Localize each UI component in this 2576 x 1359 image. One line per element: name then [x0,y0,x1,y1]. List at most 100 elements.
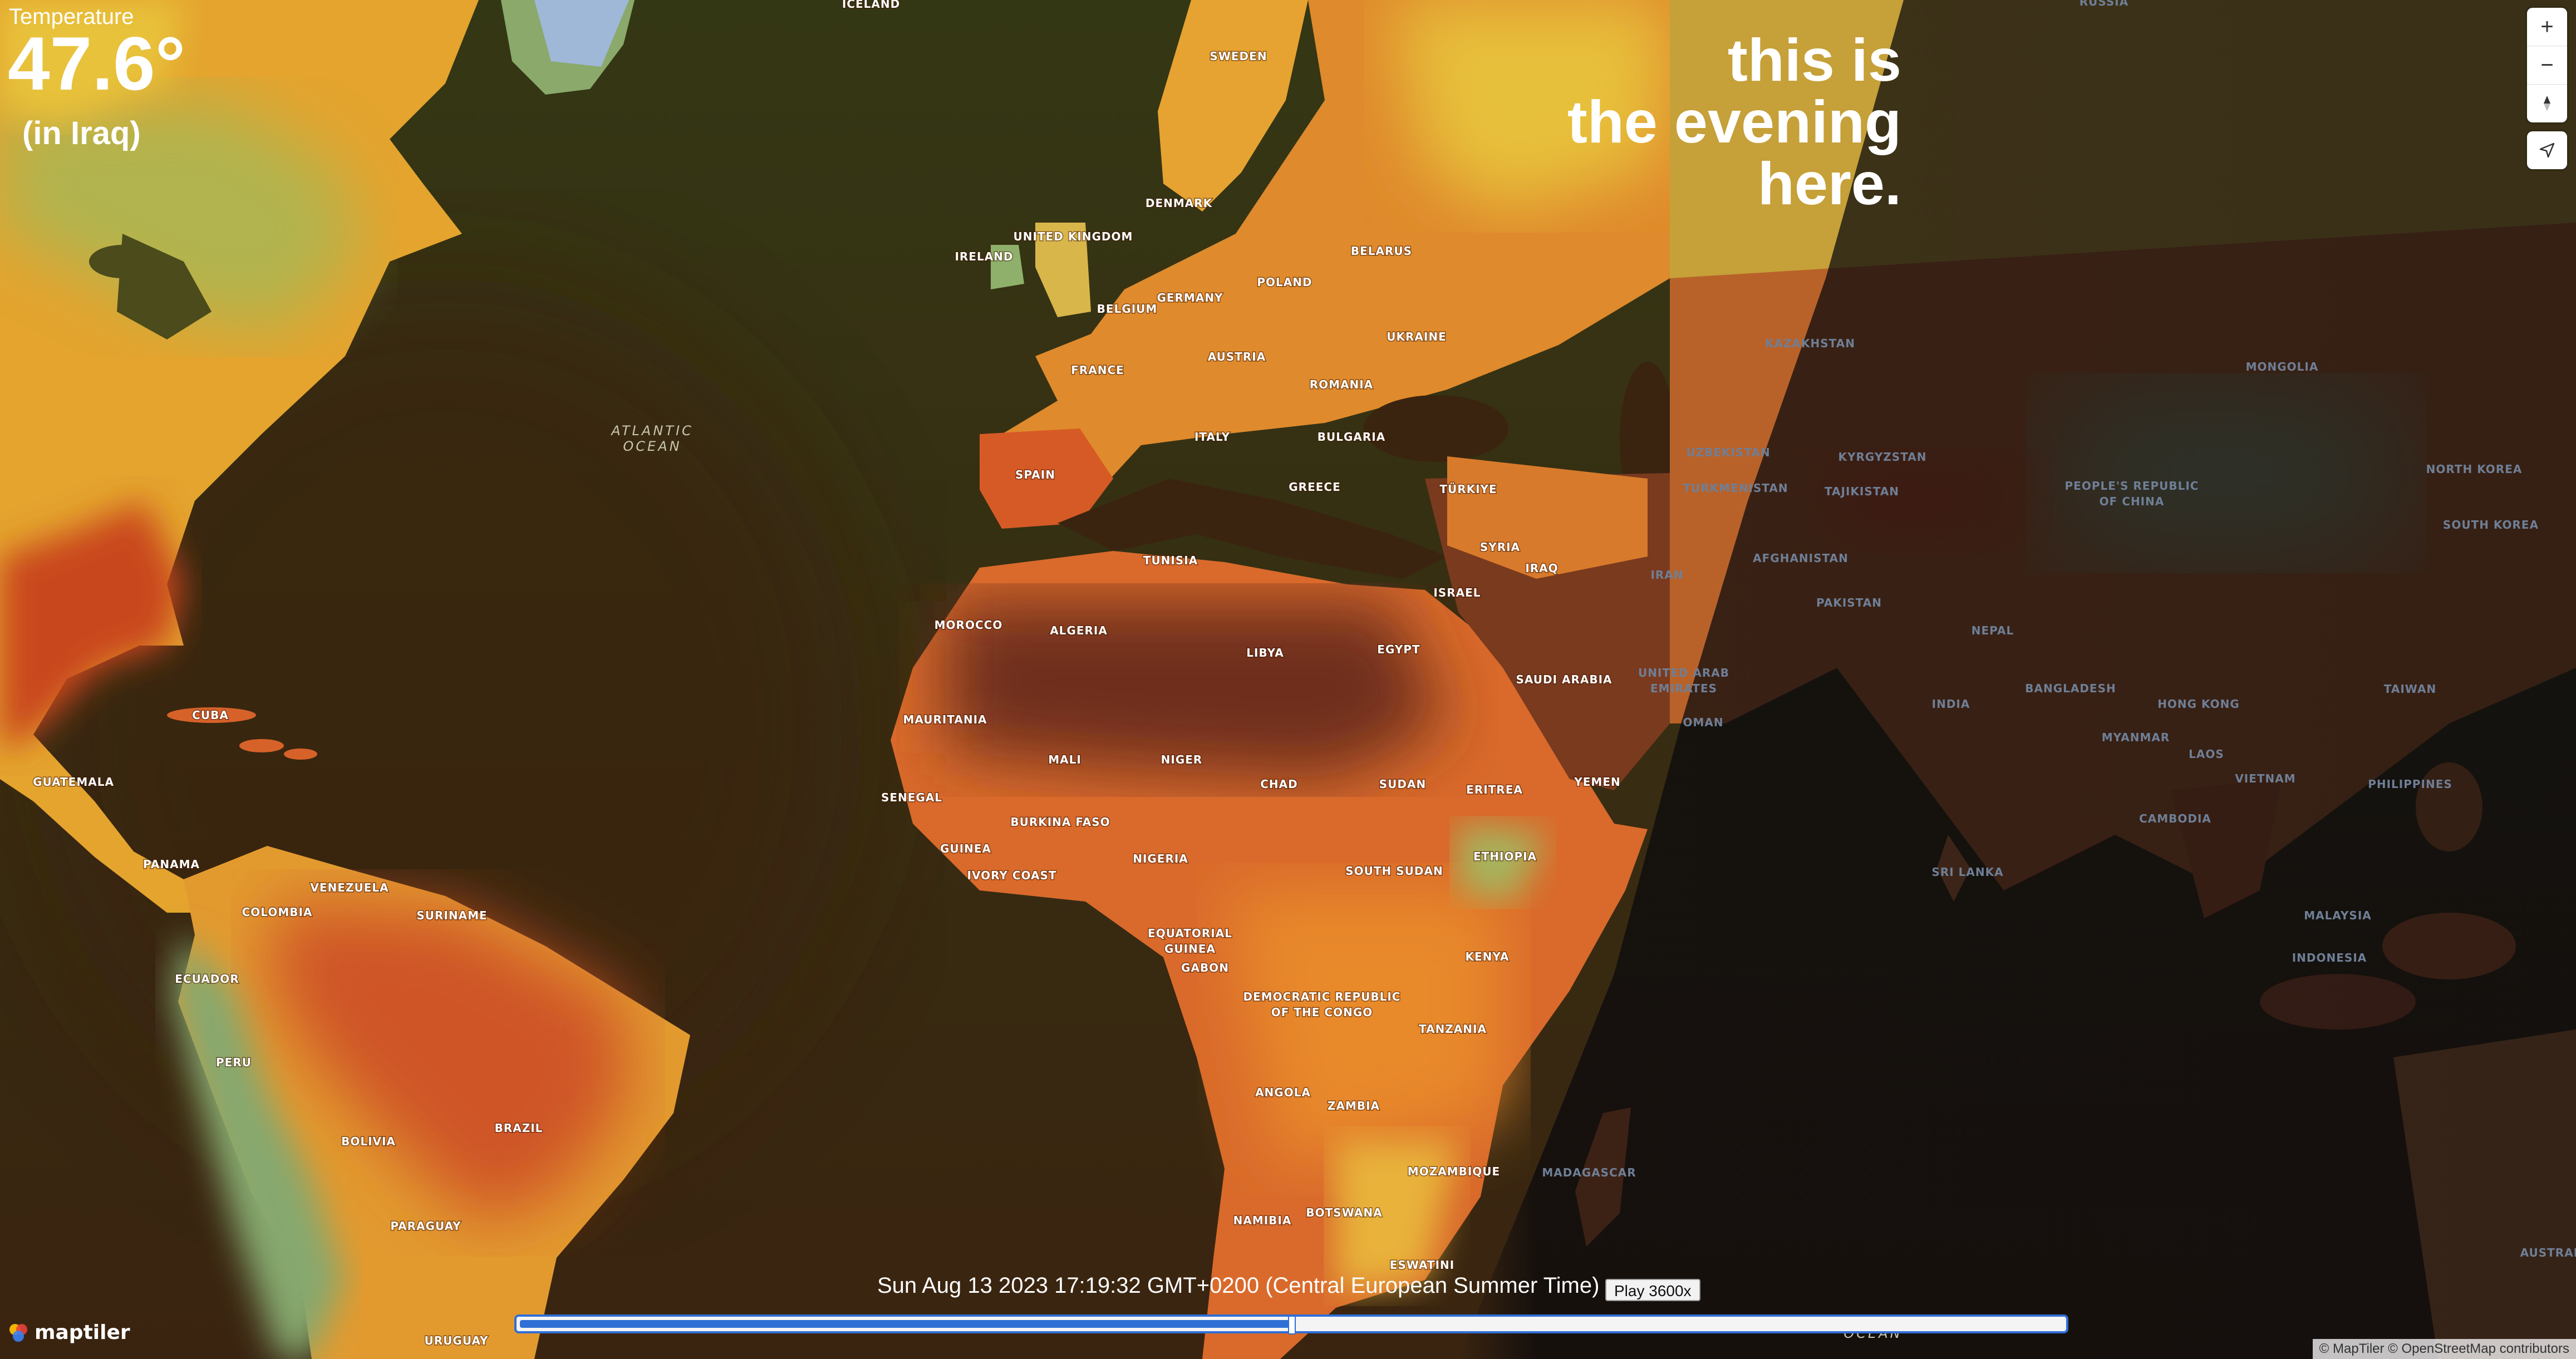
country-label: BRAZIL [495,1121,543,1135]
country-label: PEOPLE'S REPUBLIC OF CHINA [2065,479,2199,508]
landmass-north-america [0,0,479,913]
country-label: MALI [1048,753,1081,766]
country-label: BELGIUM [1097,302,1158,316]
maptiler-logo-icon [9,1323,27,1342]
logo-text: maptiler [35,1321,130,1344]
country-label: IVORY COAST [967,869,1057,882]
country-label: ANGOLA [1255,1086,1311,1099]
compass-icon [2544,96,2550,111]
map-attribution[interactable]: © MapTiler © OpenStreetMap contributors [2312,1339,2576,1359]
ocean-label: ATLANTIC OCEAN [610,423,694,454]
country-label: SAUDI ARABIA [1516,673,1612,686]
country-label: UNITED ARAB EMIRATES [1638,666,1729,695]
country-label: PHILIPPINES [2368,777,2452,791]
country-label: TUNISIA [1143,554,1198,567]
landmass-south-america [173,846,690,1359]
country-label: TAJIKISTAN [1825,485,1899,498]
country-label: CAMBODIA [2139,812,2211,825]
country-label: KENYA [1466,950,1510,963]
country-label: ESWATINI [1390,1258,1454,1272]
country-label: MYANMAR [2102,731,2170,744]
geolocate-button[interactable] [2527,131,2567,169]
country-label: BURKINA FASO [1010,815,1110,829]
country-label: BULGARIA [1318,430,1385,444]
timeline-progress [520,1320,1291,1328]
country-label: ROMANIA [1310,378,1373,391]
night-shadow-overlay [1458,0,2576,1359]
timeline-thumb[interactable] [1288,1316,1296,1335]
country-label: SYRIA [1480,540,1520,554]
country-label: COLOMBIA [242,905,313,919]
country-label: KYRGYZSTAN [1838,450,1926,464]
caribbean-islands [167,707,317,760]
country-label: SOUTH KOREA [2443,518,2539,531]
country-label: EGYPT [1377,643,1420,656]
temperature-location: (in Iraq) [22,115,141,151]
country-label: IRAN [1650,568,1683,582]
country-label: MAURITANIA [903,713,987,726]
country-label: TÜRKIYE [1439,482,1497,496]
country-label: NIGERIA [1133,852,1188,865]
country-label: UKRAINE [1387,330,1446,343]
maptiler-logo[interactable]: maptiler [8,1321,130,1344]
country-label: MOROCCO [935,618,1003,632]
country-label: AUSTRALIA [2520,1246,2576,1259]
country-label: ICELAND [842,0,900,11]
timeline-slider[interactable] [514,1314,2068,1335]
compass-button[interactable] [2527,85,2567,122]
country-label: PARAGUAY [390,1219,461,1233]
plus-icon: + [2540,14,2554,39]
country-label: MOZAMBIQUE [1408,1165,1500,1178]
landmass-europe [980,0,1670,529]
country-label: POLAND [1257,275,1312,289]
country-label: DENMARK [1146,196,1213,210]
zoom-out-button[interactable]: − [2527,46,2567,85]
country-label: SWEDEN [1210,50,1267,63]
country-label: NIGER [1161,753,1203,766]
timeline-datetime: Sun Aug 13 2023 17:19:32 GMT+0200 (Centr… [877,1273,1600,1298]
country-label: PERU [216,1056,252,1069]
ice-sheet [534,0,629,67]
annotation-line: here. [1757,150,1901,218]
country-label: INDIA [1932,697,1970,711]
country-label: PAKISTAN [1816,596,1882,609]
country-label: SURINAME [416,909,487,922]
country-label: SENEGAL [881,791,942,804]
country-label: ALGERIA [1050,624,1108,637]
temperature-readout: 47.6° [8,21,186,106]
country-label: SUDAN [1379,777,1426,791]
country-label: MONGOLIA [2246,360,2319,373]
country-label: LIBYA [1246,646,1284,659]
play-button[interactable]: Play 3600x [1605,1279,1700,1301]
evening-annotation: this is the evening here. [1567,29,1901,215]
country-label: UNITED KINGDOM [1014,230,1133,243]
country-label: GABON [1181,961,1229,974]
country-label: GREECE [1289,480,1340,494]
country-label: ERITREA [1466,783,1523,796]
country-label: INDONESIA [2292,951,2367,964]
country-label: ETHIOPIA [1473,850,1537,863]
annotation-line: the evening [1567,88,1901,156]
country-label: DEMOCRATIC REPUBLIC OF THE CONGO [1243,990,1401,1019]
country-label: KAZAKHSTAN [1765,337,1855,350]
navigation-arrow-icon [2539,142,2555,158]
country-label: GUATEMALA [33,775,114,789]
country-label: CUBA [192,708,229,722]
country-label: UZBEKISTAN [1686,446,1770,459]
minus-icon: − [2540,53,2554,77]
country-label: BELARUS [1351,244,1412,258]
country-label: EQUATORIAL GUINEA [1148,927,1232,956]
country-label: RUSSIA [2080,0,2128,8]
landmass-africa [891,551,1648,1359]
country-label: PANAMA [143,858,200,871]
country-label: MADAGASCAR [1542,1166,1636,1179]
country-label: TANZANIA [1419,1022,1487,1036]
country-label: SPAIN [1015,468,1055,481]
country-label: ECUADOR [175,972,239,986]
country-label: MALAYSIA [2304,909,2372,922]
country-label: CHAD [1260,777,1298,791]
country-label: SRI LANKA [1931,865,2003,879]
zoom-in-button[interactable]: + [2527,8,2567,46]
country-label: URUGUAY [425,1334,489,1347]
